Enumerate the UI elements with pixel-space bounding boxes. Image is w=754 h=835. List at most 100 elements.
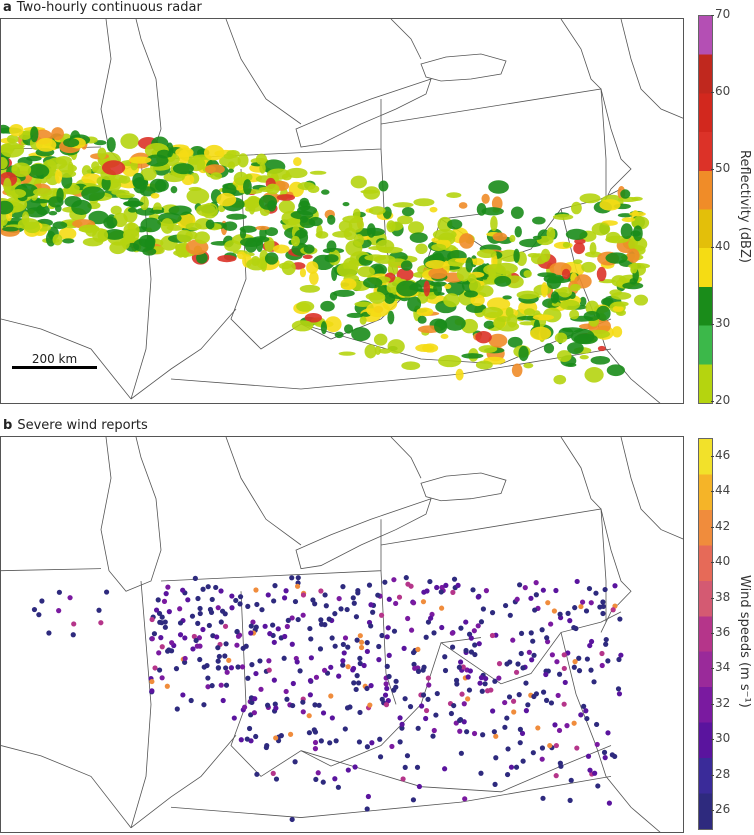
wind-report-point — [218, 619, 224, 625]
wind-report-point — [558, 763, 564, 769]
wind-report-point — [159, 644, 165, 650]
wind-report-point — [461, 701, 467, 707]
radar-echo — [259, 162, 266, 174]
radar-echo — [584, 367, 604, 383]
colorbar-tick: 38 — [710, 589, 731, 604]
wind-report-point — [556, 727, 563, 734]
wind-report-point — [533, 592, 539, 598]
wind-report-point — [489, 632, 496, 639]
wind-report-point — [238, 737, 244, 743]
wind-report-point — [273, 735, 279, 741]
wind-report-point — [574, 745, 580, 751]
wind-report-point — [526, 649, 532, 655]
radar-echo — [505, 307, 514, 318]
wind-report-point — [551, 608, 557, 614]
wind-report-point — [71, 621, 77, 627]
radar-echo — [581, 261, 597, 273]
wind-report-point — [457, 659, 464, 665]
radar-echo — [620, 189, 631, 199]
radar-echo — [537, 272, 557, 278]
radar-echo — [363, 277, 383, 289]
radar-echo — [553, 374, 567, 385]
radar-echo — [145, 154, 169, 167]
wind-report-point — [149, 636, 155, 642]
wind-report-point — [610, 607, 616, 613]
wind-report-point — [386, 673, 392, 680]
wind-report-point — [234, 629, 240, 635]
radar-echo — [488, 333, 508, 348]
wind-report-point — [519, 730, 526, 736]
wind-report-point — [515, 661, 521, 667]
panel-b-title: b Severe wind reports — [3, 418, 148, 433]
radar-echo — [296, 300, 315, 312]
wind-report-point — [367, 702, 373, 708]
wind-report-point — [294, 583, 301, 589]
wind-report-point — [386, 596, 392, 602]
radar-echo — [281, 260, 296, 276]
wind-report-point — [588, 638, 595, 645]
wind-report-point — [443, 582, 449, 588]
radar-echo — [224, 240, 242, 252]
wind-report-point — [245, 675, 251, 681]
radar-echo — [492, 232, 508, 242]
radar-echo — [123, 228, 140, 242]
scale-label: 200 km — [31, 352, 78, 366]
radar-echo — [606, 364, 625, 377]
wind-report-point — [561, 701, 567, 707]
colorbar-tick: 26 — [710, 802, 731, 817]
wind-report-point — [471, 628, 477, 634]
radar-echo — [91, 161, 100, 172]
wind-report-point — [98, 620, 104, 626]
wind-report-point — [511, 709, 517, 715]
wind-report-point — [365, 793, 371, 800]
radar-echo — [81, 173, 102, 185]
wind-report-point — [364, 744, 371, 750]
wind-report-point — [285, 617, 291, 624]
radar-echo — [81, 186, 105, 202]
wind-report-point — [180, 587, 186, 593]
wind-report-point — [391, 628, 398, 634]
wind-report-point — [222, 623, 229, 629]
radar-echo — [103, 229, 126, 240]
radar-echo — [290, 235, 300, 247]
wind-report-point — [228, 665, 235, 671]
wind-report-point — [153, 607, 160, 613]
wind-report-point — [215, 665, 221, 671]
radar-echo — [422, 343, 439, 353]
wind-report-point — [270, 770, 276, 776]
wind-report-point — [295, 616, 301, 623]
wind-report-point — [587, 642, 593, 649]
wind-report-point — [237, 601, 243, 607]
wind-report-point — [376, 657, 382, 663]
wind-report-point — [465, 696, 471, 702]
wind-report-point — [311, 727, 317, 733]
wind-report-point — [393, 600, 399, 607]
radar-echo — [338, 351, 356, 356]
radar-echo — [227, 168, 234, 173]
wind-report-point — [480, 606, 486, 612]
wind-report-point — [266, 658, 272, 664]
wind-report-point — [507, 659, 513, 665]
wind-report-point — [321, 667, 328, 673]
radar-echo — [437, 216, 453, 232]
wind-report-point — [353, 614, 360, 620]
radar-echo — [573, 242, 585, 255]
radar-echo — [10, 189, 27, 198]
wind-report-point — [231, 715, 237, 721]
wind-report-point — [355, 590, 361, 596]
wind-report-point — [177, 620, 184, 626]
radar-echo — [297, 182, 316, 191]
wind-report-point — [578, 712, 584, 718]
radar-echo — [106, 137, 116, 153]
wind-report-point — [242, 704, 248, 710]
radar-echo — [527, 252, 540, 258]
wind-report-point — [451, 702, 457, 709]
wind-report-point — [213, 584, 219, 591]
radar-echo — [446, 192, 462, 198]
wind-report-point — [368, 623, 374, 629]
wind-report-point — [539, 756, 545, 762]
radar-echo — [550, 291, 560, 304]
wind-report-point — [235, 664, 241, 670]
radar-echo — [494, 275, 512, 287]
wind-report-point — [403, 575, 409, 581]
